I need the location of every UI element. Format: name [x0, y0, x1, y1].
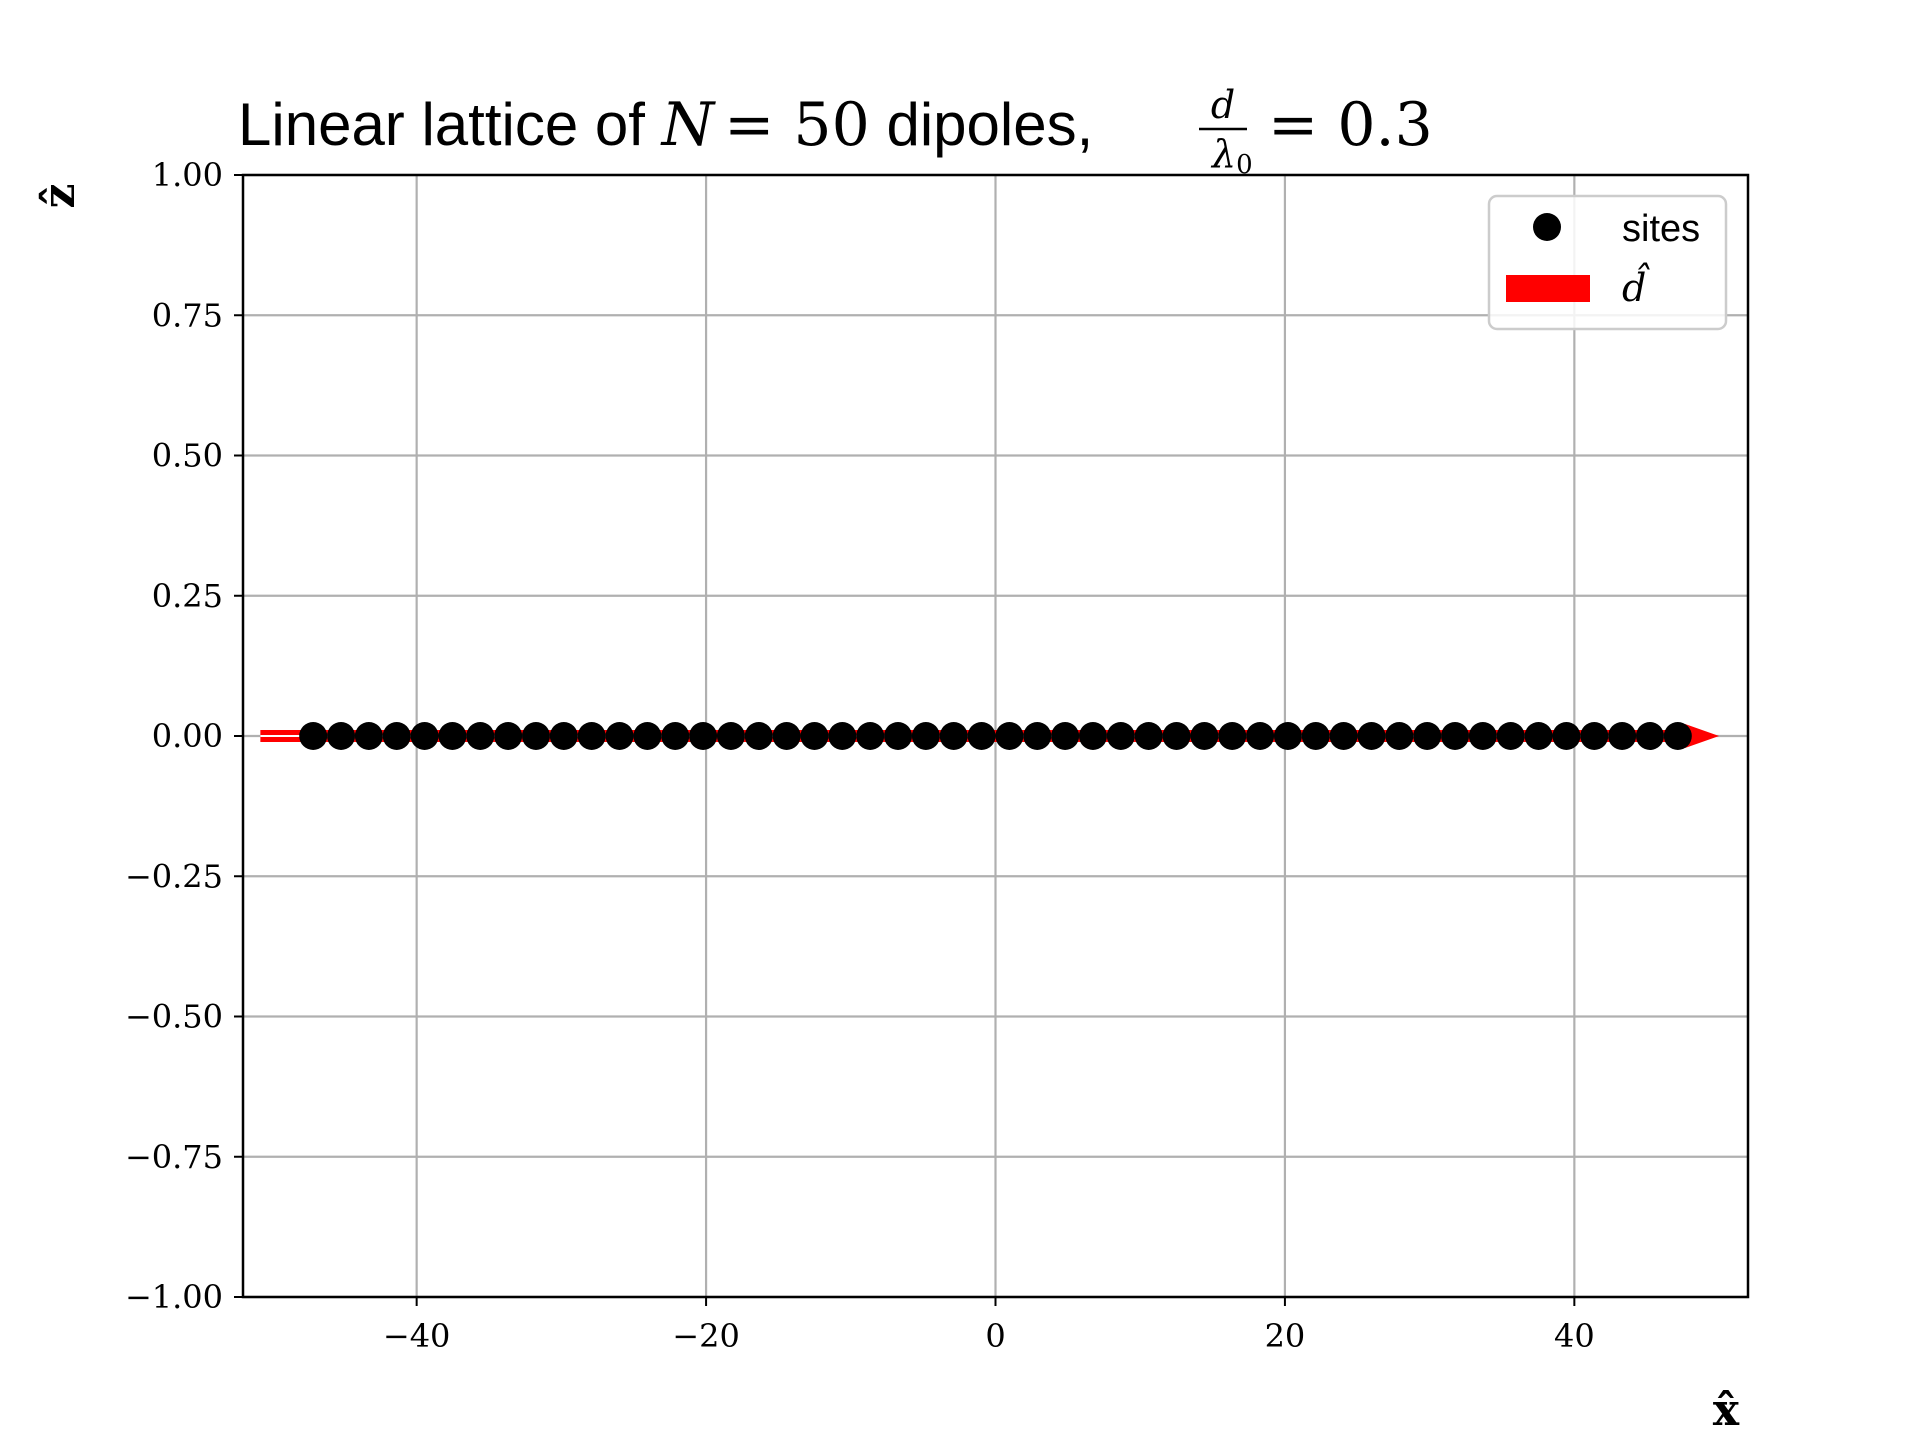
site-point-32	[1190, 722, 1219, 750]
dipole-arrow-head	[1685, 724, 1720, 748]
title-prefix: Linear lattice of	[238, 91, 662, 158]
y-tick-label-2: 0.50	[152, 437, 223, 475]
x-tick-label-3: 20	[1265, 1317, 1306, 1355]
y-tick-label-4: 0.00	[152, 717, 223, 755]
legend: sites d̂	[1487, 194, 1728, 331]
title-frac-den: λ0	[1210, 132, 1253, 180]
title-value-eq: = 0.3	[1268, 90, 1433, 160]
site-point-40	[1413, 722, 1442, 750]
site-point-27	[1051, 722, 1080, 750]
site-point-9	[549, 722, 578, 750]
site-point-44	[1524, 722, 1553, 750]
legend-dipole-label: d̂	[1622, 263, 1651, 310]
sites-series	[299, 722, 1692, 750]
site-point-37	[1329, 722, 1358, 750]
site-point-41	[1441, 722, 1470, 750]
site-point-10	[577, 722, 606, 750]
site-point-12	[633, 722, 662, 750]
site-point-11	[605, 722, 634, 750]
site-point-47	[1608, 722, 1637, 750]
y-tick-label-1: 0.75	[152, 296, 223, 334]
site-point-25	[995, 722, 1024, 750]
site-point-4	[410, 722, 439, 750]
site-point-5	[438, 722, 467, 750]
x-axis-ticks: −40 −20 0 20 40	[383, 1297, 1595, 1355]
chart-title: Linear lattice of N = 50 dipoles,	[238, 90, 1093, 160]
site-point-18	[800, 722, 829, 750]
site-point-21	[884, 722, 913, 750]
x-tick-label-4: 40	[1554, 1317, 1595, 1355]
site-point-34	[1246, 722, 1275, 750]
site-point-15	[716, 722, 745, 750]
legend-dipole-patch	[1506, 275, 1590, 302]
x-axis-label: x̂	[1713, 1385, 1740, 1436]
site-point-43	[1496, 722, 1525, 750]
y-tick-label-3: 0.25	[152, 577, 223, 615]
site-point-45	[1552, 722, 1581, 750]
site-point-46	[1580, 722, 1609, 750]
site-point-22	[911, 722, 940, 750]
site-point-14	[689, 722, 718, 750]
site-point-20	[856, 722, 885, 750]
site-point-13	[661, 722, 690, 750]
x-tick-label-2: 0	[985, 1317, 1005, 1355]
site-point-24	[967, 722, 996, 750]
title-frac-den-sub: 0	[1236, 150, 1253, 180]
site-point-48	[1635, 722, 1664, 750]
site-point-23	[939, 722, 968, 750]
site-point-16	[744, 722, 773, 750]
y-tick-label-5: −0.25	[125, 857, 223, 895]
site-point-2	[354, 722, 383, 750]
site-point-7	[494, 722, 523, 750]
x-tick-label-0: −40	[383, 1317, 451, 1355]
site-point-36	[1301, 722, 1330, 750]
site-point-29	[1106, 722, 1135, 750]
site-point-28	[1078, 722, 1107, 750]
site-point-19	[828, 722, 857, 750]
title-n-symbol: N	[660, 90, 717, 160]
site-point-42	[1468, 722, 1497, 750]
x-tick-label-1: −20	[672, 1317, 740, 1355]
site-point-30	[1134, 722, 1163, 750]
y-tick-label-7: −0.75	[125, 1138, 223, 1176]
y-tick-label-0: 1.00	[152, 156, 223, 194]
site-point-35	[1273, 722, 1302, 750]
title-frac-num: d	[1211, 83, 1235, 127]
title-n-eq: = 50	[724, 90, 870, 160]
y-axis-label: ẑ	[34, 184, 85, 209]
site-point-33	[1218, 722, 1247, 750]
site-point-39	[1385, 722, 1414, 750]
y-axis-ticks: 1.00 0.75 0.50 0.25 0.00 −0.25 −0.50 −0.75 −1.00	[125, 156, 243, 1316]
y-tick-label-8: −1.00	[125, 1278, 223, 1316]
site-point-17	[772, 722, 801, 750]
site-point-31	[1162, 722, 1191, 750]
y-tick-label-6: −0.50	[125, 998, 223, 1036]
title-frac-den-lambda: λ	[1210, 132, 1236, 176]
site-point-49	[1663, 722, 1692, 750]
site-point-38	[1357, 722, 1386, 750]
title-middle: dipoles,	[870, 91, 1093, 158]
site-point-6	[466, 722, 495, 750]
site-point-0	[299, 722, 328, 750]
site-point-3	[382, 722, 411, 750]
site-point-26	[1023, 722, 1052, 750]
site-point-1	[327, 722, 356, 750]
legend-sites-marker	[1533, 213, 1561, 241]
legend-sites-label: sites	[1622, 208, 1700, 250]
site-point-8	[521, 722, 550, 750]
